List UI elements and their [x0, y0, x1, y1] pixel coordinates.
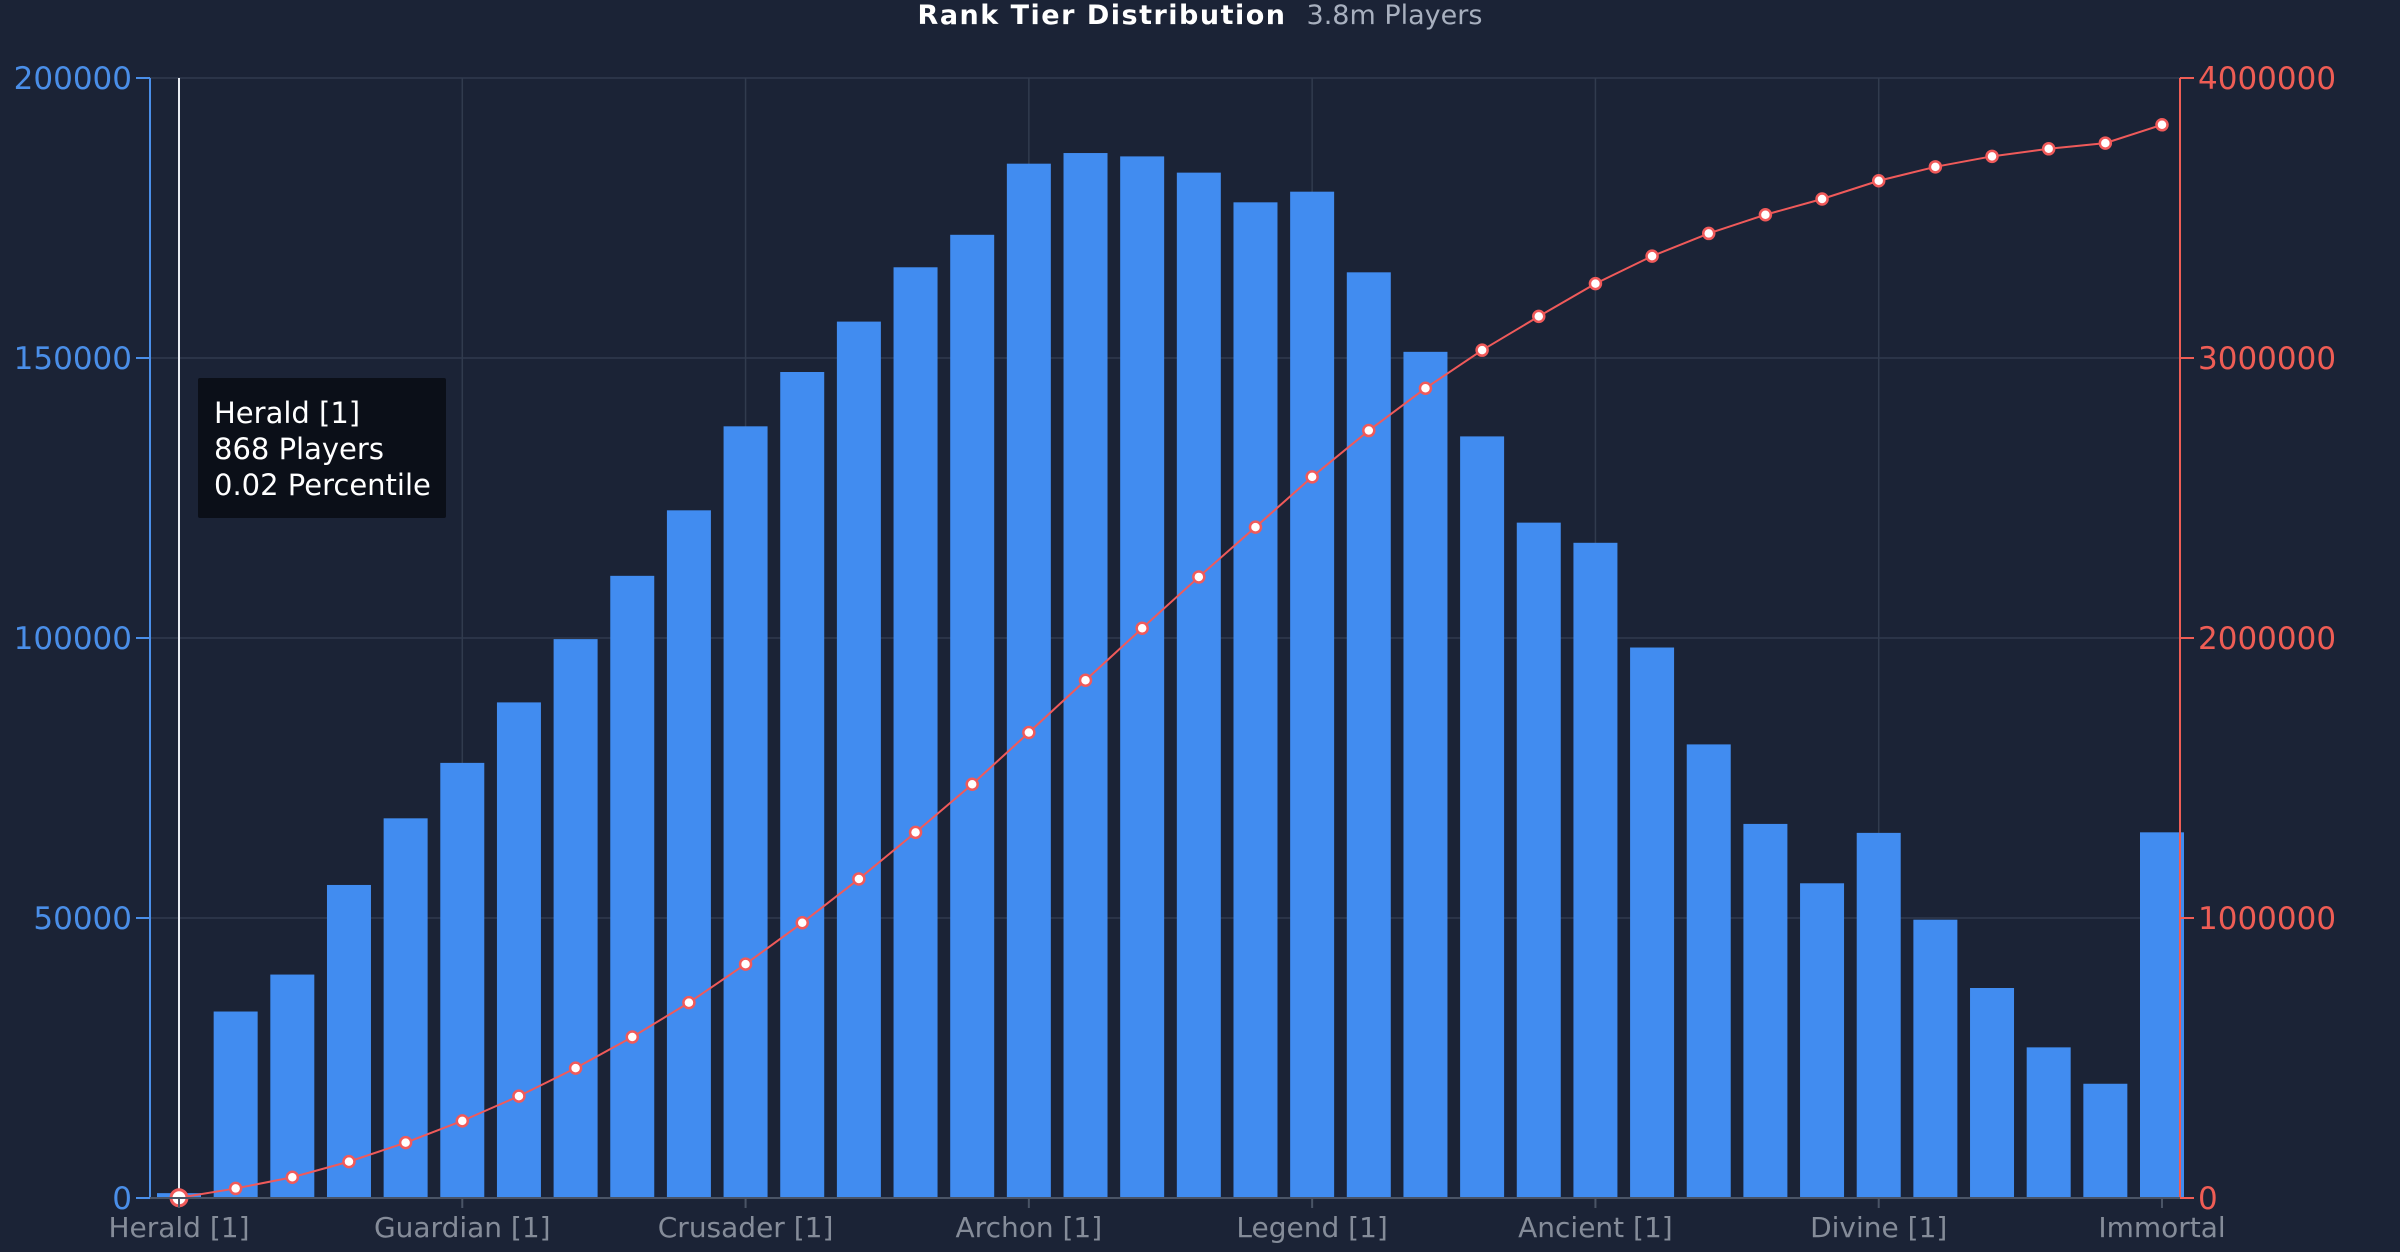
right-axis-tick-label: 2000000: [2198, 621, 2336, 657]
line-point-7[interactable]: [568, 1061, 583, 1075]
line-point-4[interactable]: [398, 1135, 413, 1150]
bar-12[interactable]: [836, 321, 881, 1199]
bar-4[interactable]: [383, 818, 428, 1198]
line-point-32[interactable]: [1985, 149, 1999, 164]
bar-21[interactable]: [1346, 272, 1391, 1198]
line-point-15[interactable]: [1022, 725, 1036, 740]
cumulative-line: [178, 123, 2163, 1199]
bar-26[interactable]: [1630, 647, 1675, 1198]
bar-18[interactable]: [1176, 172, 1221, 1198]
bar-32[interactable]: [1970, 988, 2015, 1198]
tooltip-tier-label: Herald [1]: [214, 396, 360, 430]
line-point-12[interactable]: [852, 872, 866, 886]
line-point-5[interactable]: [455, 1114, 470, 1128]
line-point-10[interactable]: [738, 957, 753, 971]
line-point-29[interactable]: [1815, 192, 1829, 206]
bar-29[interactable]: [1800, 883, 1845, 1198]
x-axis-tick-label: Divine [1]: [1810, 1211, 1947, 1244]
bar-25[interactable]: [1573, 542, 1618, 1198]
line-point-24[interactable]: [1532, 309, 1546, 324]
line-point-30[interactable]: [1871, 173, 1886, 188]
line-point-9[interactable]: [682, 995, 696, 1010]
chart-subtitle: 3.8m Players: [1306, 0, 1483, 31]
bar-17[interactable]: [1120, 156, 1165, 1198]
right-axis-tick-label: 4000000: [2198, 61, 2336, 97]
line-point-33[interactable]: [2041, 142, 2056, 156]
line-point-22[interactable]: [1418, 381, 1433, 395]
bar-7[interactable]: [553, 639, 598, 1198]
line-point-21[interactable]: [1362, 423, 1376, 438]
line-point-31[interactable]: [1928, 160, 1943, 174]
bar-19[interactable]: [1233, 202, 1278, 1198]
bar-33[interactable]: [2026, 1047, 2071, 1198]
chart-title: Rank Tier Distribution: [917, 0, 1287, 31]
line-point-34[interactable]: [2098, 136, 2113, 150]
line-point-11[interactable]: [795, 916, 809, 930]
x-axis-tick-label: Crusader [1]: [658, 1211, 834, 1244]
x-axis-tick-label: Legend [1]: [1236, 1211, 1387, 1244]
line-point-35[interactable]: [2155, 118, 2169, 132]
bar-30[interactable]: [1856, 832, 1901, 1198]
right-axis-tick-label: 3000000: [2198, 341, 2336, 377]
line-point-26[interactable]: [1645, 249, 1659, 263]
bar-9[interactable]: [666, 510, 711, 1198]
chart-title-bar: Rank Tier Distribution 3.8m Players: [0, 0, 2400, 34]
bar-14[interactable]: [950, 234, 995, 1199]
tooltip-percentile: 0.02 Percentile: [214, 468, 431, 502]
bar-6[interactable]: [496, 702, 541, 1198]
bar-27[interactable]: [1686, 744, 1731, 1198]
bar-10[interactable]: [723, 426, 768, 1198]
left-axis-tick-label: 150000: [14, 341, 132, 377]
left-axis-tick-label: 0: [112, 1181, 132, 1217]
line-point-6[interactable]: [512, 1089, 526, 1103]
line-point-25[interactable]: [1588, 276, 1603, 291]
bar-28[interactable]: [1743, 823, 1788, 1198]
line-point-3[interactable]: [342, 1154, 356, 1169]
line-point-27[interactable]: [1701, 226, 1716, 241]
bar-35[interactable]: [2140, 832, 2184, 1198]
bar-13[interactable]: [893, 267, 938, 1198]
bar-3[interactable]: [326, 884, 371, 1198]
line-point-17[interactable]: [1135, 621, 1149, 635]
bar-11[interactable]: [780, 372, 825, 1198]
line-point-16[interactable]: [1078, 673, 1093, 688]
line-point-28[interactable]: [1758, 207, 1773, 222]
line-point-13[interactable]: [908, 825, 923, 840]
line-point-18[interactable]: [1192, 570, 1206, 584]
bar-15[interactable]: [1006, 163, 1051, 1199]
left-axis-tick-label: 200000: [14, 61, 132, 97]
x-axis-tick-label: Archon [1]: [956, 1211, 1103, 1244]
bar-31[interactable]: [1913, 919, 1958, 1198]
bar-2[interactable]: [270, 974, 315, 1198]
bar-5[interactable]: [440, 762, 485, 1198]
tooltip-player-count: 868 Players: [214, 432, 384, 466]
bar-22[interactable]: [1403, 351, 1448, 1199]
right-axis-tick-label: 1000000: [2198, 901, 2336, 937]
line-point-19[interactable]: [1248, 520, 1263, 534]
x-axis-tick-label: Guardian [1]: [374, 1211, 551, 1244]
x-axis-tick-label: Ancient [1]: [1518, 1211, 1673, 1244]
bar-20[interactable]: [1290, 191, 1335, 1198]
line-point-1[interactable]: [228, 1181, 243, 1196]
line-point-20[interactable]: [1305, 470, 1319, 484]
bar-34[interactable]: [2083, 1083, 2128, 1198]
line-point-8[interactable]: [625, 1030, 640, 1044]
tooltip-box: [198, 378, 446, 518]
line-point-2[interactable]: [285, 1170, 300, 1185]
left-axis-tick-label: 50000: [33, 901, 132, 937]
right-axis-tick-label: 0: [2198, 1181, 2218, 1217]
bar-24[interactable]: [1516, 522, 1561, 1198]
bar-8[interactable]: [610, 575, 655, 1198]
left-axis-tick-label: 100000: [14, 621, 132, 657]
bar-1[interactable]: [213, 1011, 258, 1198]
x-axis-tick-label: Immortal: [2098, 1211, 2225, 1244]
line-point-23[interactable]: [1475, 343, 1489, 357]
line-point-14[interactable]: [965, 777, 979, 792]
bar-23[interactable]: [1460, 436, 1505, 1198]
x-axis-tick-label: Herald [1]: [108, 1211, 249, 1244]
